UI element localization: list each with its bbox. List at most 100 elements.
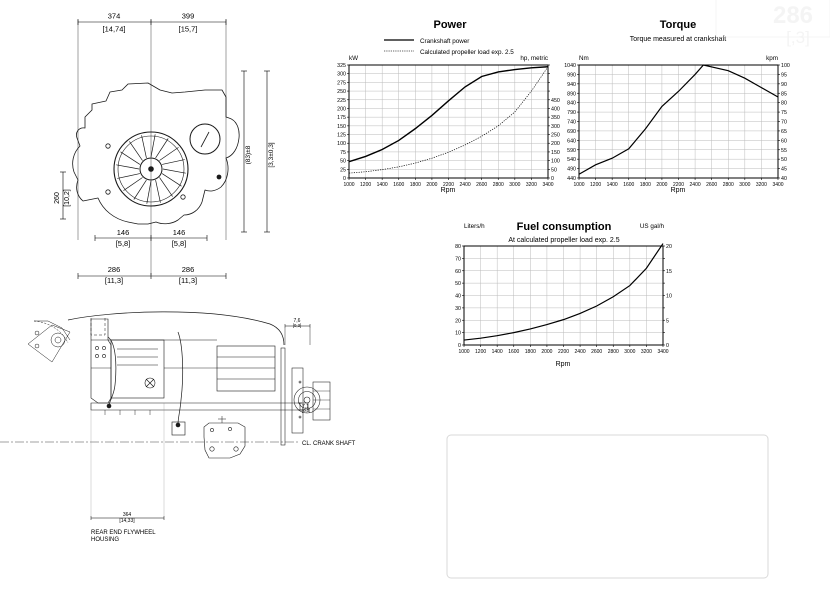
svg-text:125: 125 xyxy=(337,133,346,139)
svg-text:75: 75 xyxy=(781,110,787,116)
svg-text:2000: 2000 xyxy=(426,182,437,188)
svg-text:5: 5 xyxy=(666,318,669,324)
svg-text:Rpm: Rpm xyxy=(441,187,456,194)
svg-text:3200: 3200 xyxy=(526,182,537,188)
svg-text:hp, metric: hp, metric xyxy=(520,55,548,62)
svg-text:30: 30 xyxy=(455,306,461,312)
svg-text:[0,3]: [0,3] xyxy=(293,323,301,328)
svg-text:40: 40 xyxy=(781,176,787,182)
svg-text:3000: 3000 xyxy=(624,349,635,355)
svg-text:[14,33]: [14,33] xyxy=(119,518,135,524)
svg-text:40: 40 xyxy=(455,294,461,300)
svg-text:2600: 2600 xyxy=(476,182,487,188)
svg-text:At calculated propeller load e: At calculated propeller load exp. 2.5 xyxy=(508,237,619,244)
svg-text:0: 0 xyxy=(551,176,554,182)
svg-text:US gal/h: US gal/h xyxy=(640,223,665,230)
svg-text:[11,3]: [11,3] xyxy=(179,276,197,285)
svg-text:1800: 1800 xyxy=(525,349,536,355)
svg-text:250: 250 xyxy=(337,89,346,95)
svg-text:Fuel consumption: Fuel consumption xyxy=(517,221,612,233)
svg-text:440: 440 xyxy=(567,176,576,182)
svg-text:2400: 2400 xyxy=(460,182,471,188)
svg-text:1000: 1000 xyxy=(343,182,354,188)
svg-text:[5,8]: [5,8] xyxy=(116,239,131,248)
svg-text:2600: 2600 xyxy=(706,182,717,188)
svg-text:286: 286 xyxy=(182,265,195,274)
svg-text:[14,74]: [14,74] xyxy=(103,25,126,34)
svg-text:0: 0 xyxy=(666,343,669,349)
svg-text:REAR END FLYWHEEL: REAR END FLYWHEEL xyxy=(91,530,156,536)
svg-text:100: 100 xyxy=(337,141,346,147)
svg-text:50: 50 xyxy=(340,159,346,165)
svg-text:374: 374 xyxy=(108,12,121,21)
svg-text:60: 60 xyxy=(455,269,461,275)
svg-text:kW: kW xyxy=(349,55,358,62)
svg-text:450: 450 xyxy=(551,98,560,104)
svg-text:50: 50 xyxy=(455,281,461,287)
svg-text:1000: 1000 xyxy=(573,182,584,188)
svg-text:1200: 1200 xyxy=(590,182,601,188)
svg-text:490: 490 xyxy=(567,167,576,173)
svg-text:2400: 2400 xyxy=(690,182,701,188)
svg-text:HOUSING: HOUSING xyxy=(91,537,119,543)
svg-text:(83)±8: (83)±8 xyxy=(245,145,252,164)
svg-text:kpm: kpm xyxy=(766,55,778,62)
svg-text:[,3]: [,3] xyxy=(786,28,810,47)
svg-text:690: 690 xyxy=(567,129,576,135)
svg-text:3000: 3000 xyxy=(509,182,520,188)
svg-text:20: 20 xyxy=(455,318,461,324)
svg-text:50: 50 xyxy=(781,157,787,163)
svg-text:1600: 1600 xyxy=(508,349,519,355)
svg-text:2200: 2200 xyxy=(558,349,569,355)
svg-text:Power: Power xyxy=(433,19,467,31)
svg-text:3400: 3400 xyxy=(657,349,668,355)
svg-text:1400: 1400 xyxy=(607,182,618,188)
svg-text:80: 80 xyxy=(455,244,461,250)
svg-text:540: 540 xyxy=(567,157,576,163)
svg-text:75: 75 xyxy=(340,150,346,156)
svg-text:150: 150 xyxy=(337,124,346,130)
svg-text:400: 400 xyxy=(551,106,560,112)
svg-text:300: 300 xyxy=(337,72,346,78)
svg-text:0: 0 xyxy=(343,176,346,182)
svg-text:[5,8]: [5,8] xyxy=(172,239,187,248)
svg-text:15: 15 xyxy=(666,269,672,275)
svg-text:350: 350 xyxy=(551,115,560,121)
svg-text:225: 225 xyxy=(337,98,346,104)
svg-text:200: 200 xyxy=(551,141,560,147)
svg-text:3200: 3200 xyxy=(756,182,767,188)
svg-text:[15,7]: [15,7] xyxy=(179,25,198,34)
svg-text:1800: 1800 xyxy=(410,182,421,188)
svg-text:840: 840 xyxy=(567,101,576,107)
svg-text:590: 590 xyxy=(567,148,576,154)
svg-text:3400: 3400 xyxy=(772,182,783,188)
svg-text:150: 150 xyxy=(551,150,560,156)
svg-text:Liters/h: Liters/h xyxy=(464,223,485,230)
svg-text:2800: 2800 xyxy=(723,182,734,188)
svg-text:[0,3]: [0,3] xyxy=(302,408,310,413)
svg-text:60: 60 xyxy=(781,138,787,144)
svg-text:1600: 1600 xyxy=(393,182,404,188)
svg-text:250: 250 xyxy=(551,133,560,139)
svg-text:325: 325 xyxy=(337,63,346,69)
svg-text:[10,2]: [10,2] xyxy=(64,189,71,207)
svg-text:740: 740 xyxy=(567,120,576,126)
svg-text:1400: 1400 xyxy=(377,182,388,188)
svg-text:286: 286 xyxy=(108,265,121,274)
svg-text:790: 790 xyxy=(567,110,576,116)
svg-text:1400: 1400 xyxy=(492,349,503,355)
svg-text:70: 70 xyxy=(781,120,787,126)
svg-text:175: 175 xyxy=(337,115,346,121)
svg-text:146: 146 xyxy=(173,228,186,237)
svg-text:20: 20 xyxy=(666,244,672,250)
svg-text:2000: 2000 xyxy=(541,349,552,355)
svg-text:2400: 2400 xyxy=(575,349,586,355)
svg-text:Crankshaft power: Crankshaft power xyxy=(420,38,469,45)
svg-text:146: 146 xyxy=(117,228,130,237)
svg-text:90: 90 xyxy=(781,82,787,88)
svg-text:1000: 1000 xyxy=(458,349,469,355)
svg-text:CL. CRANK SHAFT: CL. CRANK SHAFT xyxy=(302,441,356,447)
svg-text:10: 10 xyxy=(455,331,461,337)
svg-text:300: 300 xyxy=(551,124,560,130)
svg-text:80: 80 xyxy=(781,101,787,107)
